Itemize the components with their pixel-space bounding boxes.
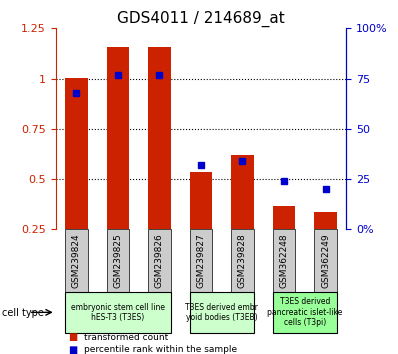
- Text: GSM239824: GSM239824: [72, 233, 81, 288]
- Text: percentile rank within the sample: percentile rank within the sample: [84, 345, 237, 354]
- Text: cell type: cell type: [2, 308, 44, 318]
- Text: ■: ■: [68, 345, 77, 354]
- Bar: [65, 78, 88, 229]
- Text: GSM362248: GSM362248: [279, 233, 289, 288]
- Text: GSM239826: GSM239826: [155, 233, 164, 288]
- Text: GSM239828: GSM239828: [238, 233, 247, 288]
- Bar: [273, 206, 295, 229]
- Text: T3ES derived
pancreatic islet-like
cells (T3pi): T3ES derived pancreatic islet-like cells…: [267, 297, 342, 327]
- Text: ■: ■: [68, 332, 77, 342]
- Text: embryonic stem cell line
hES-T3 (T3ES): embryonic stem cell line hES-T3 (T3ES): [71, 303, 165, 322]
- Bar: [189, 172, 213, 229]
- Bar: [314, 212, 337, 229]
- Bar: [273, 229, 295, 292]
- Bar: [65, 229, 88, 292]
- Bar: [189, 292, 254, 333]
- Bar: [189, 229, 213, 292]
- Bar: [148, 229, 171, 292]
- Text: GSM239827: GSM239827: [197, 233, 205, 288]
- Text: transformed count: transformed count: [84, 332, 168, 342]
- Bar: [231, 155, 254, 229]
- Text: T3ES derived embr
yoid bodies (T3EB): T3ES derived embr yoid bodies (T3EB): [185, 303, 258, 322]
- Text: GSM239825: GSM239825: [113, 233, 123, 288]
- Bar: [231, 229, 254, 292]
- Title: GDS4011 / 214689_at: GDS4011 / 214689_at: [117, 11, 285, 27]
- Bar: [107, 47, 129, 229]
- Bar: [148, 47, 171, 229]
- Bar: [314, 229, 337, 292]
- Text: GSM362249: GSM362249: [321, 233, 330, 288]
- Bar: [107, 229, 129, 292]
- Bar: [65, 292, 171, 333]
- Bar: [273, 292, 337, 333]
